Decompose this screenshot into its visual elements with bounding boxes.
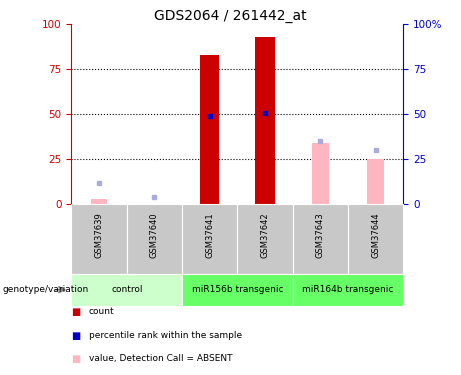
Bar (182, 274, 293, 306)
Text: GSM37642: GSM37642 (260, 213, 270, 258)
Text: miR164b transgenic: miR164b transgenic (302, 285, 394, 294)
Text: ■: ■ (71, 331, 81, 341)
Text: value, Detection Call = ABSENT: value, Detection Call = ABSENT (89, 354, 232, 363)
Text: GSM37641: GSM37641 (205, 213, 214, 258)
Text: control: control (111, 285, 142, 294)
Bar (312, 143, 329, 204)
Text: ■: ■ (71, 308, 81, 318)
Text: GSM37644: GSM37644 (371, 213, 380, 258)
Text: count: count (89, 308, 115, 316)
Text: miR156b transgenic: miR156b transgenic (192, 285, 283, 294)
Bar (293, 204, 348, 274)
Bar (91, 199, 107, 204)
Text: GSM37640: GSM37640 (150, 213, 159, 258)
Bar (71, 274, 182, 306)
Text: genotype/variation: genotype/variation (2, 285, 89, 294)
Text: GSM37639: GSM37639 (95, 213, 104, 258)
Bar (127, 204, 182, 274)
Bar (71, 204, 127, 274)
Bar (367, 159, 384, 204)
Bar (348, 204, 403, 274)
Text: GSM37643: GSM37643 (316, 213, 325, 258)
Text: percentile rank within the sample: percentile rank within the sample (89, 331, 242, 340)
Bar (200, 55, 219, 204)
Bar (255, 37, 275, 204)
Bar (182, 204, 237, 274)
Bar (293, 274, 403, 306)
Text: GDS2064 / 261442_at: GDS2064 / 261442_at (154, 9, 307, 23)
Text: ■: ■ (71, 354, 81, 364)
Bar (237, 204, 293, 274)
